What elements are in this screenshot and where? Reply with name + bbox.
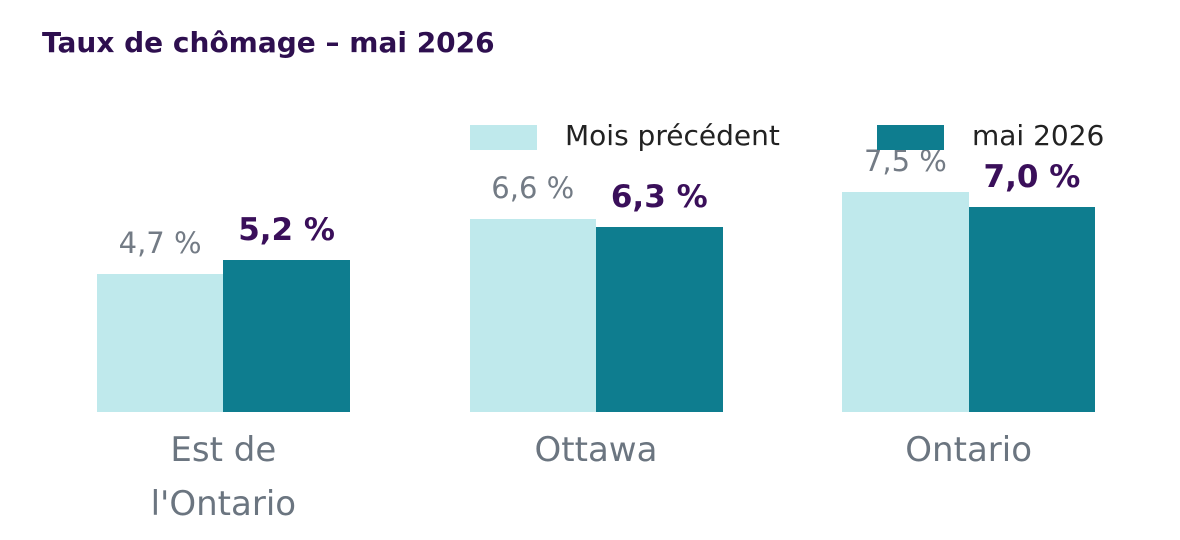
- bar: [223, 259, 350, 412]
- data-label: 6,6 %: [491, 170, 575, 205]
- legend-label: Mois précédent: [565, 119, 780, 152]
- chart-title: Taux de chômage – mai 2026: [42, 26, 495, 59]
- legend-swatch: [877, 125, 944, 150]
- x-tick-label: Ottawa: [534, 430, 658, 470]
- bar: [842, 192, 969, 412]
- bar: [469, 218, 596, 412]
- data-label: 6,3 %: [610, 179, 708, 216]
- data-label: 7,0 %: [983, 158, 1081, 195]
- data-label: 4,7 %: [118, 226, 202, 261]
- legend-swatch: [470, 125, 537, 150]
- bar: [968, 206, 1096, 412]
- data-label: 5,2 %: [238, 211, 335, 248]
- x-tick-label: Ontario: [905, 430, 1032, 470]
- bar: [596, 227, 723, 412]
- legend-label: mai 2026: [972, 119, 1105, 152]
- bar: [96, 274, 224, 412]
- x-tick-label: Est de l'Ontario: [150, 430, 297, 524]
